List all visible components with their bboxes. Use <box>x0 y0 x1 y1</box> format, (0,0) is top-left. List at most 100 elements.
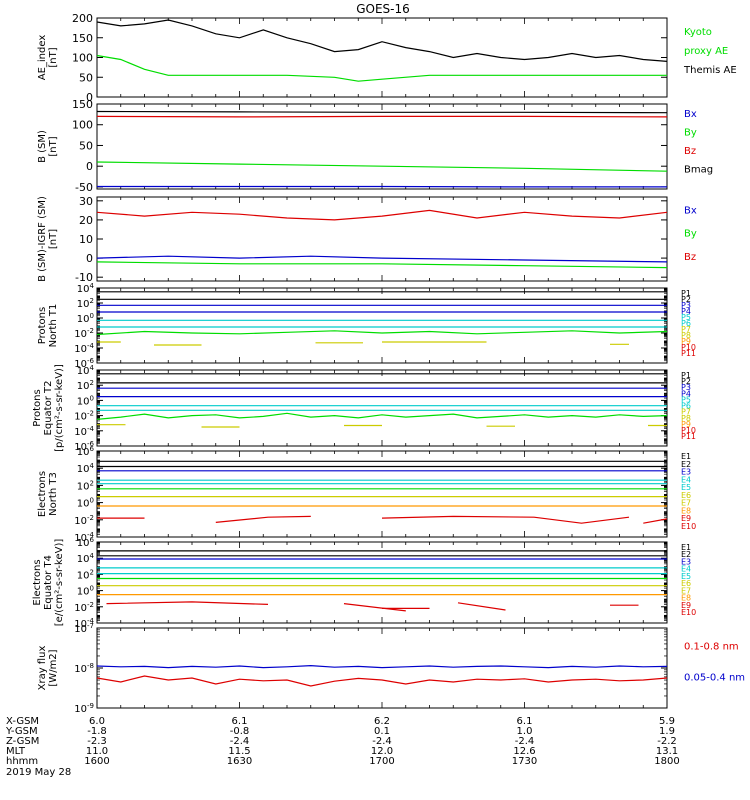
y-axis-label: Protons <box>32 389 43 426</box>
axis-row-value: 1630 <box>227 756 252 767</box>
legend-entry: E1 <box>681 452 691 461</box>
axis-row-value: 1730 <box>512 756 537 767</box>
y-tick-label: 30 <box>79 195 93 208</box>
panel-1: 0 50 100 150 200 AE_index [nT] Kyoto proxy AE The… <box>37 12 737 104</box>
legend-entry: By <box>684 229 697 240</box>
y-tick-label: 10-4 <box>74 617 94 630</box>
axis-row-value: -2.4 <box>230 736 250 747</box>
legend-entry: E5 <box>681 572 691 581</box>
legend-entry: P10 <box>681 343 696 352</box>
legend-entry: P1 <box>681 289 691 298</box>
legend-entry: 0.05-0.4 nm <box>684 672 745 683</box>
y-tick-label: 104 <box>77 364 95 377</box>
axis-row-value: 6.1 <box>517 716 533 727</box>
bottom-axis-info: X-GSM 6.0 6.1 6.2 6.1 5.9 Y-GSM -1.8 -0.8 0.1 1.0 1… <box>5 716 680 778</box>
series-line-3 <box>96 261 668 269</box>
legend-entry: Bx <box>684 205 697 216</box>
y-tick-label: -50 <box>75 181 93 194</box>
legend-entry: E2 <box>681 550 691 559</box>
axis-row-value: 11.0 <box>86 746 108 757</box>
series-line-7 <box>96 330 668 336</box>
axis-row-value: 1700 <box>369 756 394 767</box>
y-tick-label: 10-4 <box>74 531 94 544</box>
axis-row-value: 12.6 <box>513 746 535 757</box>
axis-row-value: -0.8 <box>230 726 250 737</box>
y-tick-label: 0 <box>86 91 93 104</box>
legend-entry: P2 <box>681 377 691 386</box>
axis-row-value: 1800 <box>654 756 679 767</box>
legend-entry: 0.1-0.8 nm <box>684 642 739 653</box>
legend-entry: E9 <box>681 601 691 610</box>
y-axis-label: Equator T4 <box>43 555 54 610</box>
axis-row-value: 6.1 <box>232 716 248 727</box>
panel-3: -10 0 10 20 30 B (SM)-IGRF (SM) [nT] Bx By Bz <box>37 195 697 284</box>
y-tick-label: 106 <box>77 445 95 458</box>
y-axis-label: [W/m2] <box>48 649 59 686</box>
y-tick-label: 100 <box>77 585 94 598</box>
y-axis-label: [nT] <box>48 47 59 67</box>
series-line-2 <box>96 255 668 263</box>
y-tick-label: 100 <box>77 394 94 407</box>
y-axis-label: North T1 <box>48 304 59 348</box>
series-line-3 <box>96 161 668 172</box>
axis-row-value: -2.4 <box>372 736 392 747</box>
y-tick-label: 102 <box>77 297 94 310</box>
axis-row-value: 1600 <box>84 756 109 767</box>
axis-row-value: 1.0 <box>517 726 533 737</box>
legend-entry: P9 <box>681 420 691 429</box>
y-tick-label: 10-4 <box>74 342 94 355</box>
legend-entry: P8 <box>681 331 691 340</box>
y-axis-label: [e/(cm²-s-sr-keV)] <box>54 539 65 627</box>
y-tick-label: 106 <box>77 536 95 549</box>
panel-frame <box>96 17 668 98</box>
axis-row-label: Y-GSM <box>5 726 38 737</box>
legend-entry: Kyoto <box>684 27 712 38</box>
axis-row-label: Z-GSM <box>6 736 39 747</box>
y-tick-label: 10-2 <box>74 410 94 423</box>
legend-entry: E10 <box>681 608 696 617</box>
legend-entry: E2 <box>681 460 691 469</box>
legend-entry: P7 <box>681 408 691 417</box>
legend-entry: P1 <box>681 371 691 380</box>
y-tick-label: 10 <box>79 233 93 246</box>
axis-row-value: 1.9 <box>659 726 675 737</box>
legend-entry: P7 <box>681 325 691 334</box>
series-line-9 <box>106 601 269 605</box>
legend-entry: E8 <box>681 506 691 515</box>
legend-entry: P5 <box>681 395 691 404</box>
series-line-2 <box>96 675 668 687</box>
y-axis-label: Electrons <box>32 559 43 605</box>
legend-entry: Themis AE <box>683 65 737 76</box>
series-line-1 <box>96 19 668 62</box>
legend-entry: P4 <box>681 307 691 316</box>
series-line-7 <box>96 412 668 420</box>
y-axis-label: B (SM) <box>37 130 48 163</box>
legend-entry: E4 <box>681 565 691 574</box>
y-axis-label: [nT] <box>48 136 59 156</box>
y-tick-label: 50 <box>79 139 93 152</box>
y-axis-label: [p/(cm²-s-sr-keV)] <box>54 364 65 452</box>
y-tick-label: 102 <box>77 379 94 392</box>
legend-entry: E3 <box>681 557 691 566</box>
legend-entry: P9 <box>681 337 691 346</box>
series-line-10 <box>215 515 311 523</box>
y-axis-label: Equator T2 <box>43 381 54 436</box>
legend-entry: P6 <box>681 402 691 411</box>
y-tick-label: 10-2 <box>74 514 94 527</box>
y-tick-label: 100 <box>77 497 94 510</box>
axis-row-label: MLT <box>6 746 26 757</box>
y-tick-label: 20 <box>79 214 93 227</box>
axis-row-label: X-GSM <box>6 716 39 727</box>
y-tick-label: 104 <box>77 552 95 565</box>
y-tick-label: 100 <box>72 52 93 65</box>
series-line-1 <box>96 110 668 114</box>
y-tick-label: 10-8 <box>74 662 94 675</box>
y-tick-label: 50 <box>79 71 93 84</box>
legend-entry: E3 <box>681 468 691 477</box>
y-tick-label: 104 <box>77 282 95 295</box>
axis-row-value: 12.0 <box>371 746 393 757</box>
series-line-12 <box>643 518 668 524</box>
series-line-2 <box>96 54 667 82</box>
